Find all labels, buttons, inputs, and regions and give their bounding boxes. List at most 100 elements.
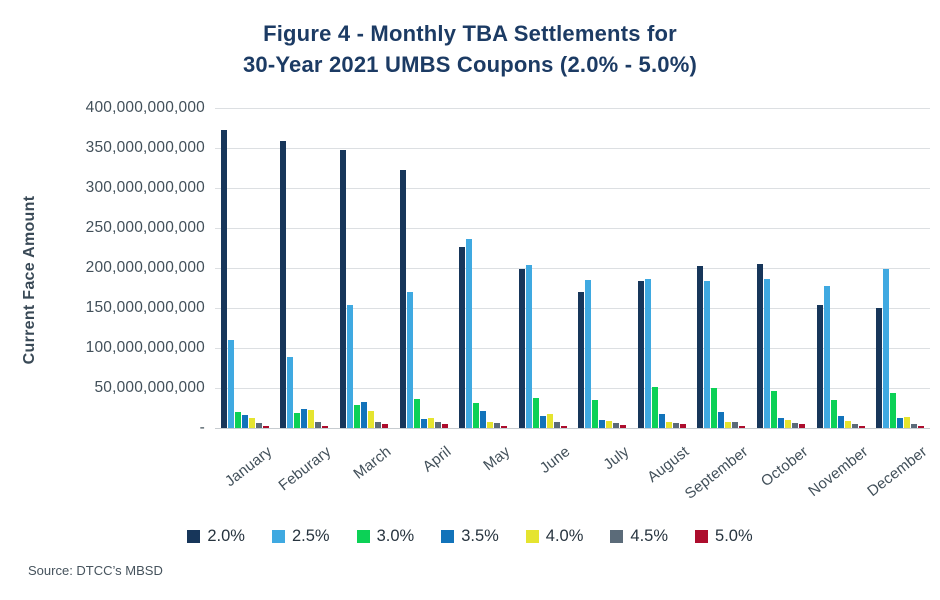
bar-5-0-july [620, 424, 627, 428]
bar-2-0-december [876, 308, 883, 428]
bar-2-5-november [823, 285, 830, 428]
bar-3-5-august [658, 413, 665, 428]
bar-3-0-may [473, 403, 480, 428]
y-tick-label: 350,000,000,000 [85, 139, 205, 156]
month-group-june [513, 108, 573, 428]
bar-4-5-december [911, 424, 918, 428]
y-tick-label: 100,000,000,000 [85, 339, 205, 356]
legend-swatch-3-5 [441, 530, 455, 543]
month-group-september [692, 108, 752, 428]
legend-item-3-5: 3.5% [441, 527, 499, 546]
legend-swatch-4-0 [525, 530, 539, 543]
bar-5-0-march [381, 424, 388, 428]
bar-2-5-april [406, 292, 413, 428]
legend-swatch-4-5 [610, 530, 624, 543]
bar-4-5-september [732, 422, 739, 428]
bar-4-5-june [553, 422, 560, 428]
bar-2-5-may [466, 239, 473, 428]
bar-4-5-july [613, 423, 620, 428]
chart-title: Figure 4 - Monthly TBA Settlements for 3… [0, 18, 940, 80]
y-tick-label: 250,000,000,000 [85, 219, 205, 236]
month-group-october [751, 108, 811, 428]
legend-item-5-0: 5.0% [695, 527, 753, 546]
bar-4-0-march [367, 411, 374, 428]
month-group-december [870, 108, 930, 428]
bar-3-5-december [897, 418, 904, 428]
bar-3-0-august [651, 387, 658, 428]
bar-3-0-april [413, 399, 420, 428]
bar-5-0-august [679, 424, 686, 428]
gridline [215, 268, 930, 269]
bar-5-0-feburary [322, 426, 329, 428]
chart-title-line1: Figure 4 - Monthly TBA Settlements for [263, 21, 677, 46]
bar-2-0-march [339, 150, 346, 428]
bar-3-0-november [830, 400, 837, 428]
bar-2-0-july [578, 292, 585, 428]
y-tick-label: 150,000,000,000 [85, 299, 205, 316]
bar-2-0-october [756, 264, 763, 428]
bar-5-0-december [918, 425, 925, 428]
bar-2-5-october [763, 279, 770, 428]
bar-5-0-september [739, 425, 746, 428]
gridline [215, 148, 930, 149]
month-group-november [811, 108, 871, 428]
gridline [215, 348, 930, 349]
gridline [215, 388, 930, 389]
plot-area [215, 108, 930, 429]
bar-2-5-feburary [287, 356, 294, 428]
bar-4-0-august [665, 421, 672, 428]
bar-4-5-october [791, 423, 798, 428]
bar-4-5-feburary [315, 422, 322, 428]
bar-3-5-november [837, 416, 844, 428]
bar-2-5-september [704, 280, 711, 428]
bar-5-0-june [560, 425, 567, 428]
bar-2-0-june [518, 268, 525, 428]
month-group-feburary [275, 108, 335, 428]
bar-4-0-feburary [308, 410, 315, 428]
bar-3-0-july [592, 400, 599, 428]
legend: 2.0% 2.5% 3.0% 3.5% 4.0% 4.5% 5.0% [0, 527, 940, 546]
bar-4-0-april [427, 417, 434, 428]
month-group-april [394, 108, 454, 428]
bar-2-5-july [585, 280, 592, 428]
bar-4-0-january [248, 417, 255, 428]
legend-label-4-0: 4.0% [545, 527, 584, 545]
bar-3-0-march [353, 404, 360, 428]
legend-item-4-5: 4.5% [610, 527, 668, 546]
bar-4-0-october [784, 420, 791, 428]
bar-3-5-september [718, 412, 725, 428]
source-note: Source: DTCC’s MBSD [28, 563, 163, 578]
y-tick-label: 200,000,000,000 [85, 259, 205, 276]
legend-swatch-5-0 [695, 530, 709, 543]
legend-item-2-5: 2.5% [271, 527, 330, 546]
bar-5-0-october [798, 424, 805, 428]
x-axis-line [215, 428, 930, 429]
legend-swatch-2-5 [271, 530, 285, 543]
y-tick-label: - [199, 419, 205, 436]
legend-item-2-0: 2.0% [187, 527, 245, 546]
bar-4-5-march [374, 422, 381, 428]
legend-item-4-0: 4.0% [525, 527, 584, 546]
bar-3-0-september [711, 388, 718, 428]
bar-groups [215, 108, 930, 428]
bar-3-5-july [599, 420, 606, 428]
gridline [215, 188, 930, 189]
legend-label-5-0: 5.0% [715, 527, 753, 545]
bar-3-5-october [777, 417, 784, 428]
bar-3-0-january [234, 412, 241, 428]
gridline [215, 228, 930, 229]
bar-2-0-august [637, 280, 644, 428]
bar-4-5-january [255, 423, 262, 428]
bar-3-0-feburary [294, 412, 301, 428]
y-tick-label: 400,000,000,000 [85, 99, 205, 116]
bar-5-0-november [858, 425, 865, 428]
bar-2-5-june [525, 264, 532, 428]
bar-2-0-feburary [280, 140, 287, 428]
bar-3-0-december [890, 392, 897, 428]
legend-item-3-0: 3.0% [356, 527, 414, 546]
month-group-may [453, 108, 513, 428]
month-group-march [334, 108, 394, 428]
bar-3-5-march [360, 402, 367, 428]
bar-4-5-april [434, 421, 441, 428]
